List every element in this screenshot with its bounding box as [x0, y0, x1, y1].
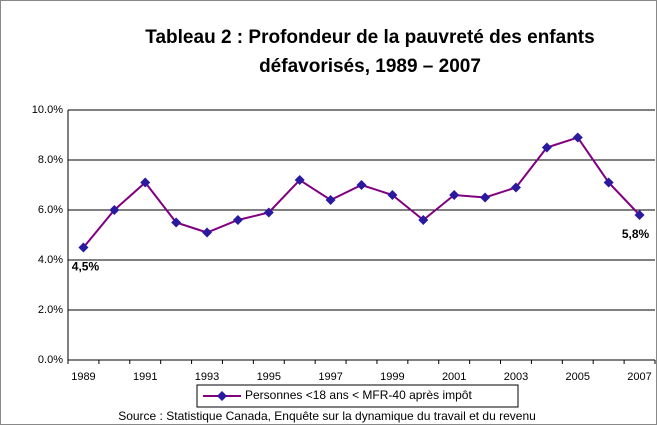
marker [634, 210, 645, 220]
x-tick-label: 1993 [195, 371, 219, 383]
x-tick-label: 1997 [318, 371, 342, 383]
chart-title: Tableau 2 : Profondeur de la pauvreté de… [145, 27, 594, 48]
x-tick-label: 1995 [257, 371, 281, 383]
marker [171, 217, 182, 228]
marker [325, 195, 336, 205]
x-tick-label: 2005 [566, 371, 590, 383]
marker [541, 142, 552, 153]
legend-box [196, 384, 519, 408]
marker [294, 175, 305, 185]
x-tick-label: 2001 [442, 371, 466, 383]
x-tick-label: 2007 [627, 371, 651, 383]
marker [109, 205, 120, 215]
marker [356, 180, 367, 190]
y-tick-label: 10.0% [32, 104, 63, 116]
legend-label: Personnes <18 ans < MFR-40 après impôt [245, 388, 472, 402]
y-tick-label: 0.0% [38, 354, 63, 366]
y-tick-label: 4.0% [38, 254, 63, 266]
marker [572, 132, 583, 143]
y-tick-label: 6.0% [38, 204, 63, 216]
y-tick-label: 8.0% [38, 154, 63, 166]
x-tick-label: 1989 [71, 371, 95, 383]
x-tick-label: 1991 [133, 371, 157, 383]
data-label: 5,8% [622, 227, 650, 241]
x-tick-label: 2003 [504, 371, 528, 383]
marker [140, 177, 151, 188]
legend-marker [217, 391, 227, 401]
marker [202, 227, 213, 238]
marker [78, 242, 89, 253]
x-tick-label: 1999 [380, 371, 404, 383]
marker [603, 177, 614, 188]
y-tick-label: 2.0% [38, 304, 63, 316]
data-label: 4,5% [72, 260, 100, 274]
marker [510, 182, 521, 193]
chart-title: défavorisés, 1989 – 2007 [259, 56, 481, 77]
marker [418, 215, 429, 225]
marker [480, 192, 491, 203]
source: Source : Statistique Canada, Enquête sur… [118, 409, 536, 423]
marker [232, 215, 243, 225]
marker [449, 190, 460, 200]
marker [263, 207, 274, 218]
marker [387, 190, 398, 200]
